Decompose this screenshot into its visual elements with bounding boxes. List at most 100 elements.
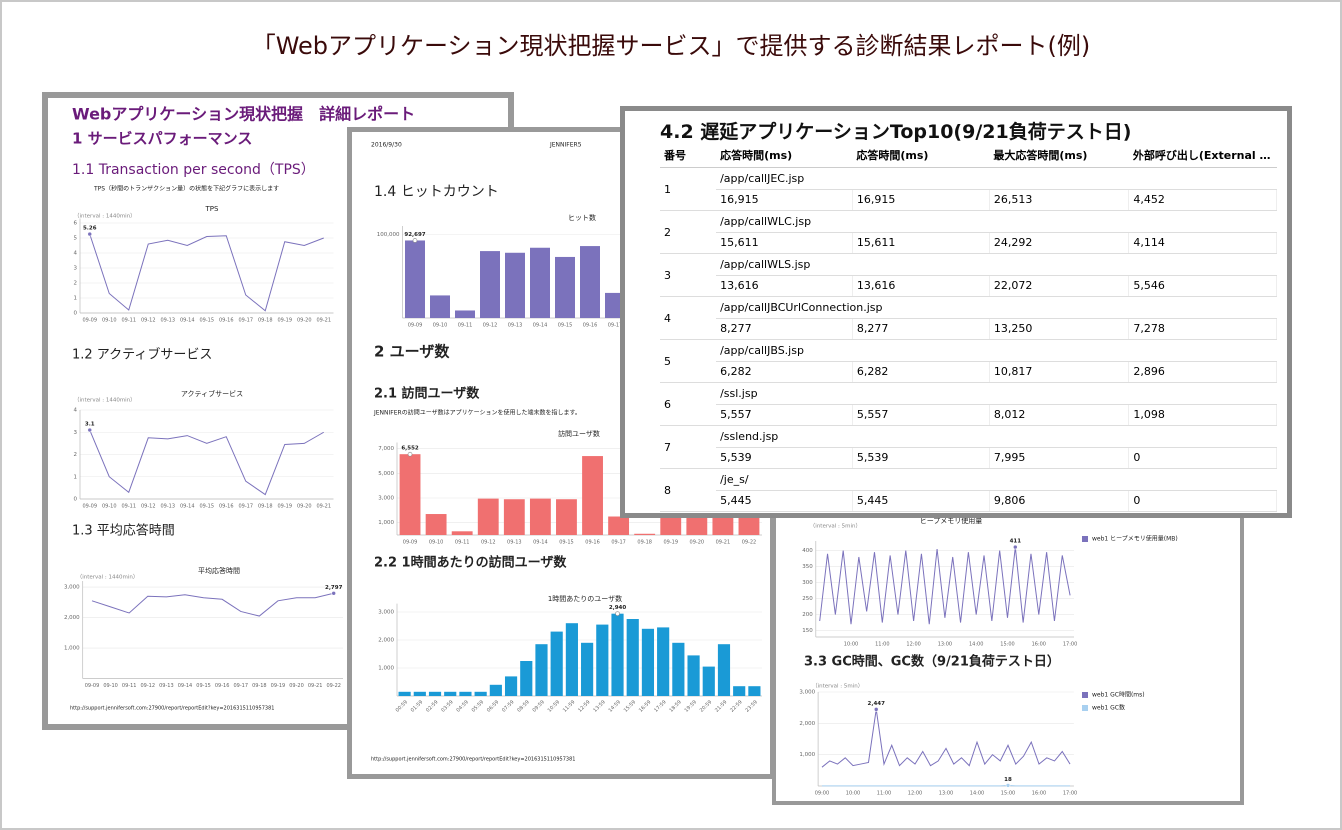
bar [712,514,734,535]
series-line [91,592,334,617]
delay-table-panel: 4.2 遅延アプリケーションTop10(9/21負荷テスト日) 番号 応答時間(m… [620,106,1292,518]
x-tick-label: 09-14 [180,504,195,510]
bar [555,256,575,318]
note: JENNIFERの訪問ユーザ数はアプリケーションを使用した端末数を指します。 [373,409,581,417]
app-name: /app/callWLS.jsp [716,253,1277,276]
x-tick-label: 09-15 [199,504,214,510]
x-tick-label: 15:59 [623,699,637,713]
x-tick-label: 21:59 [714,699,728,713]
y-tick-label: 5 [74,236,78,242]
series-line [821,709,1071,768]
x-tick-label: 15:00 [1000,642,1014,648]
y-tick-label: 350 [802,564,813,570]
bar [687,655,700,696]
x-tick-label: 09-09 [403,540,418,546]
section-heading: 2.2 1時間あたりの訪問ユーザ数 [374,555,567,571]
x-tick-label: 09-14 [533,540,548,546]
x-tick-label: 09-13 [159,683,174,689]
x-tick-label: 09-19 [663,540,678,546]
cell: 7,278 [1128,318,1277,340]
cell: 15,611 [852,232,990,254]
x-tick-label: 09-13 [507,540,522,546]
x-tick-label: 04:59 [455,699,469,713]
x-tick-label: 09-10 [103,683,118,689]
x-tick-label: 05:59 [471,699,485,713]
bar [535,644,548,696]
x-tick-label: 09-10 [102,504,117,510]
x-tick-label: 09-20 [297,504,312,510]
x-tick-label: 09-13 [160,318,175,324]
x-tick-label: 12:00 [906,642,920,648]
row: 5,539 5,539 7,995 0 [660,447,1277,469]
chart-title: 平均応答時間 [198,566,240,575]
bar [596,624,609,696]
table-title: 4.2 遅延アプリケーションTop10(9/21負荷テスト日) [660,121,1132,143]
y-tick-label: 2 [74,452,78,458]
value-label: 2,447 [868,701,886,707]
point-marker [87,231,93,237]
bar [477,498,499,535]
y-tick-label: 100,000 [377,232,400,238]
y-tick-label: 200 [802,612,813,618]
x-tick-label: 23:59 [744,699,758,713]
bar [530,247,550,318]
x-tick-label: 09-18 [258,504,273,510]
x-tick-label: 09-13 [508,323,523,329]
cell: 10,817 [989,361,1130,383]
bar [474,691,487,696]
cell: 0 [1128,490,1277,512]
x-tick-label: 09-19 [277,504,292,510]
y-tick-label: 2 [74,281,78,287]
x-tick-label: 09-12 [481,540,496,546]
x-tick-label: 13:00 [939,791,953,797]
row: 6,282 6,282 10,817 2,896 [660,361,1277,383]
x-tick-label: 09-20 [690,540,705,546]
row: 5,557 5,557 8,012 1,098 [660,404,1277,426]
chapter-heading: 2 ユーザ数 [374,343,450,361]
x-tick-label: 09-11 [455,540,470,546]
point-marker [1005,783,1011,788]
cell: 5,539 [852,447,990,469]
row-number: 4 [660,296,717,340]
y-tick-label: 3 [74,266,78,272]
cell: 24,292 [989,232,1130,254]
row: 3/app/callWLS.jsp [660,253,1277,297]
x-tick-label: 09-15 [196,683,211,689]
x-tick-label: 09-10 [102,318,117,324]
bar [733,686,746,696]
point-marker [87,427,93,433]
value-label: 411 [1010,539,1022,545]
bar [686,514,708,535]
x-tick-label: 03:59 [440,699,454,713]
row: 2/app/callWLC.jsp [660,210,1277,254]
x-tick-label: 12:59 [577,699,591,713]
y-tick-label: 3,000 [378,610,394,616]
bar [520,661,533,696]
series-line [89,429,324,496]
bar [641,628,655,696]
section-heading: 1.2 アクティブサービス [72,347,212,363]
column-header: 外部呼び出し(External … [1128,143,1277,168]
point-marker [873,707,879,712]
cell: 6,282 [852,361,990,383]
x-tick-label: 17:00 [1063,642,1077,648]
x-tick-label: 02:59 [425,699,439,713]
y-tick-label: 6 [74,221,78,227]
bar [503,499,525,535]
x-tick-label: 10:59 [547,699,561,713]
x-tick-label: 09-11 [122,683,137,689]
x-tick-label: 07:59 [501,699,515,713]
y-tick-label: 1,000 [799,752,815,758]
x-tick-label: 09-17 [608,323,623,329]
cell: 4,452 [1128,189,1277,211]
x-tick-label: 11:00 [877,791,891,797]
x-tick-label: 09-22 [326,683,341,689]
footer-url: http://support.jennifersoft.com:27900/re… [371,757,575,763]
section-heading: 1.1 Transaction per second（TPS） [72,162,315,178]
bar [580,246,600,318]
chart-interval: （interval : 5min） [812,683,863,690]
x-tick-label: 09-12 [141,683,156,689]
cell: 0 [1128,447,1277,469]
header-row: 番号 応答時間(ms) 応答時間(ms) 最大応答時間(ms) 外部呼び出し(Exter… [660,143,1277,168]
